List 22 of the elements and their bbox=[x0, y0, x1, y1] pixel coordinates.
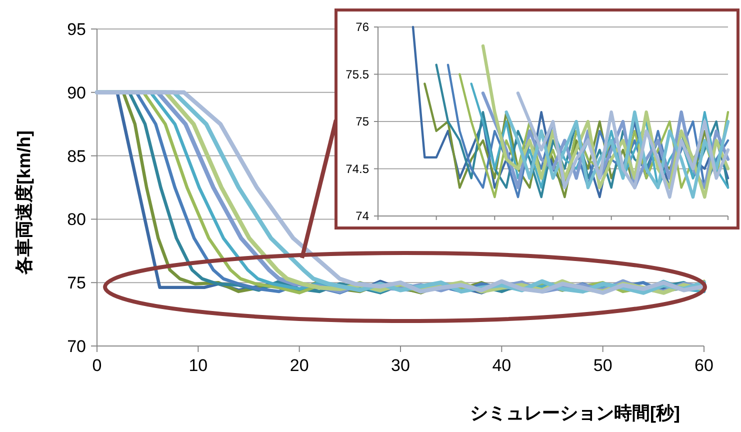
y-tick-label: 80 bbox=[67, 210, 86, 230]
y-tick-label: 95 bbox=[67, 20, 86, 39]
line-series bbox=[516, 92, 730, 199]
y-tick-label: 75 bbox=[67, 274, 86, 293]
y-tick-label: 74 bbox=[356, 209, 370, 224]
line-series bbox=[504, 110, 730, 199]
y-tick-label: 90 bbox=[67, 83, 86, 102]
x-tick-label: 50 bbox=[593, 356, 612, 375]
y-tick-label: 75.5 bbox=[346, 67, 370, 82]
y-tick-label: 76 bbox=[356, 20, 370, 34]
x-tick-label: 30 bbox=[391, 356, 410, 375]
x-tick-label: 10 bbox=[188, 356, 208, 375]
x-tick-label: 40 bbox=[492, 356, 512, 375]
y-axis-title: 各車両速度[km/h] bbox=[14, 130, 34, 276]
x-tick-label: 20 bbox=[290, 356, 309, 375]
y-tick-label: 74.5 bbox=[346, 162, 370, 176]
x-tick-label: 0 bbox=[92, 356, 102, 375]
y-tick-label: 75 bbox=[356, 114, 370, 129]
x-tick-label: 60 bbox=[694, 356, 714, 375]
y-tick-label: 85 bbox=[67, 146, 86, 166]
x-axis-title: シミュレーション時間[秒] bbox=[470, 403, 680, 423]
y-tick-label: 70 bbox=[67, 336, 86, 356]
